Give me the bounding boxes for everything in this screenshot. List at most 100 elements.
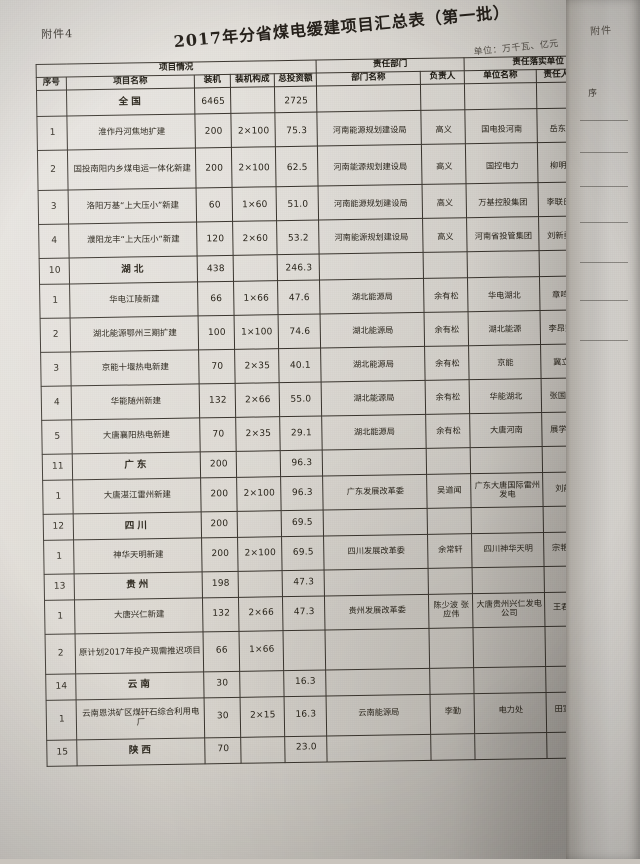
document-sheet: 附件4 2017年分省煤电缓建项目汇总表（第一批） 单位：万千瓦、亿元 项目情况…	[36, 2, 624, 767]
cell-capacity-composition	[230, 88, 275, 116]
cell-capacity: 200	[201, 536, 239, 572]
cell-project-name: 大唐襄阳热电新建	[71, 418, 201, 454]
cell-seq: 3	[38, 189, 69, 225]
cell-capacity-composition: 2×15	[240, 695, 285, 737]
col-header-capacity: 装机	[194, 74, 231, 88]
cell-capacity: 200	[200, 477, 238, 512]
cell-dept-name: 河南能源规划建设局	[318, 220, 424, 256]
cell-dept-head: 余有松	[425, 414, 471, 449]
cell-capacity: 70	[204, 736, 242, 763]
cell-dept-head	[430, 731, 476, 759]
cell-capacity: 132	[199, 383, 236, 419]
cell-seq: 3	[40, 351, 72, 387]
cell-total-investment: 69.5	[281, 535, 325, 571]
cell-unit-name: 大唐贵州兴仁发电公司	[472, 591, 546, 627]
cell-dept-name	[326, 732, 432, 761]
col-header-dept-head: 负责人	[420, 70, 465, 85]
cell-dept-head: 余有松	[423, 279, 469, 315]
cell-unit-name: 大唐河南	[469, 413, 543, 449]
summary-table-wrapper: 项目情况 责任部门 责任落实单位 序号 项目名称 装机 装机构成 总投资额 部门…	[36, 55, 624, 767]
cell-seq: 2	[40, 317, 71, 353]
cell-project-name: 全国	[66, 89, 195, 117]
cell-project-name: 国投南阳内乡煤电运一体化新建	[67, 149, 197, 190]
cell-dept-name	[325, 666, 431, 695]
cell-unit-name: 湖北能源	[468, 312, 541, 348]
cell-seq: 14	[45, 673, 77, 701]
col-header-unit-name: 单位名称	[464, 69, 537, 84]
cell-dept-head: 高义	[420, 113, 466, 148]
cell-project-name: 神华天明新建	[73, 537, 203, 574]
cell-dept-name: 湖北能源局	[321, 381, 426, 417]
cell-unit-name: 电力处	[474, 690, 547, 732]
cell-dept-head: 陈少波 张应伟	[428, 592, 474, 628]
cell-capacity: 200	[194, 114, 232, 150]
cell-dept-head	[423, 253, 468, 281]
cell-dept-head: 高义	[422, 186, 467, 221]
cell-project-name: 云南恩洪矿区煤矸石综合利用电厂	[76, 696, 205, 740]
cell-seq: 13	[44, 573, 75, 601]
cell-dept-head: 余有松	[425, 380, 470, 416]
cell-capacity: 198	[202, 570, 239, 598]
cell-seq: 1	[43, 539, 75, 575]
cell-capacity: 200	[195, 148, 233, 190]
cell-capacity-composition: 2×100	[230, 114, 276, 149]
cell-capacity-composition	[236, 450, 281, 478]
cell-total-investment: 55.0	[279, 382, 322, 418]
cell-capacity: 70	[198, 349, 236, 385]
cell-dept-name: 云南能源局	[326, 692, 431, 735]
cell-capacity-composition: 2×35	[235, 416, 281, 452]
cell-total-investment: 16.3	[284, 694, 327, 736]
cell-unit-name	[470, 446, 543, 475]
cell-dept-head: 余有松	[424, 347, 470, 382]
cell-unit-name: 河南省投管集团	[466, 219, 540, 255]
cell-capacity-composition: 1×66	[239, 629, 284, 671]
cell-project-name: 贵州	[74, 571, 203, 600]
cell-unit-name	[473, 664, 547, 692]
cell-total-investment: 16.3	[283, 668, 327, 696]
table-row: 2 国投南阳内乡煤电运一体化新建 200 2×100 62.5 河南能源规划建设局 高义 国控…	[37, 145, 615, 191]
cell-dept-name: 湖北能源局	[321, 414, 427, 451]
cell-capacity: 100	[198, 315, 235, 351]
cell-project-name: 广东	[72, 451, 201, 480]
next-page-label: 附件	[589, 25, 613, 38]
cell-capacity-composition: 2×66	[238, 595, 283, 631]
cell-dept-name: 四川发展改革委	[323, 533, 429, 570]
cell-seq: 4	[41, 385, 72, 421]
cell-capacity-composition	[233, 255, 278, 283]
cell-seq: 11	[42, 453, 73, 481]
cell-dept-head: 余有松	[424, 313, 469, 348]
cell-capacity: 30	[203, 670, 241, 698]
cell-seq: 2	[45, 633, 76, 675]
cell-dept-head	[428, 566, 473, 594]
cell-unit-name	[464, 87, 537, 114]
cell-dept-name	[325, 626, 430, 669]
cell-total-investment: 74.6	[278, 314, 321, 350]
col-header-dept-name: 部门名称	[316, 71, 421, 86]
col-header-total-investment: 总投资额	[274, 72, 317, 87]
cell-dept-name: 河南能源规划建设局	[316, 113, 422, 149]
cell-capacity-composition: 2×66	[235, 383, 280, 418]
cell-total-investment: 62.5	[275, 148, 319, 189]
cell-seq: 15	[46, 739, 78, 767]
summary-table: 项目情况 责任部门 责任落实单位 序号 项目名称 装机 装机构成 总投资额 部门…	[36, 55, 624, 767]
cell-unit-name	[472, 565, 545, 593]
cell-capacity-composition: 1×60	[232, 188, 277, 223]
next-page-edge: 附件 序	[566, 0, 640, 859]
cell-dept-name: 湖北能源局	[320, 313, 425, 349]
cell-total-investment: 69.5	[281, 509, 324, 537]
cell-total-investment: 96.3	[280, 450, 323, 477]
cell-total-investment: 47.6	[277, 281, 321, 316]
cell-dept-name	[319, 254, 424, 282]
cell-dept-head	[429, 626, 474, 667]
cell-unit-name: 国控电力	[465, 146, 539, 187]
cell-dept-head: 李勤	[430, 691, 475, 733]
cell-project-name: 华能随州新建	[71, 384, 200, 420]
cell-seq: 2	[37, 149, 69, 191]
cell-total-investment: 40.1	[278, 348, 322, 384]
cell-capacity: 200	[201, 511, 238, 538]
cell-project-name: 原计划2017年投产现需推迟项目	[75, 631, 204, 674]
cell-seq: 1	[46, 699, 77, 741]
cell-unit-name	[471, 506, 544, 534]
col-header-seq: 序号	[36, 76, 67, 91]
cell-unit-name	[467, 253, 540, 280]
